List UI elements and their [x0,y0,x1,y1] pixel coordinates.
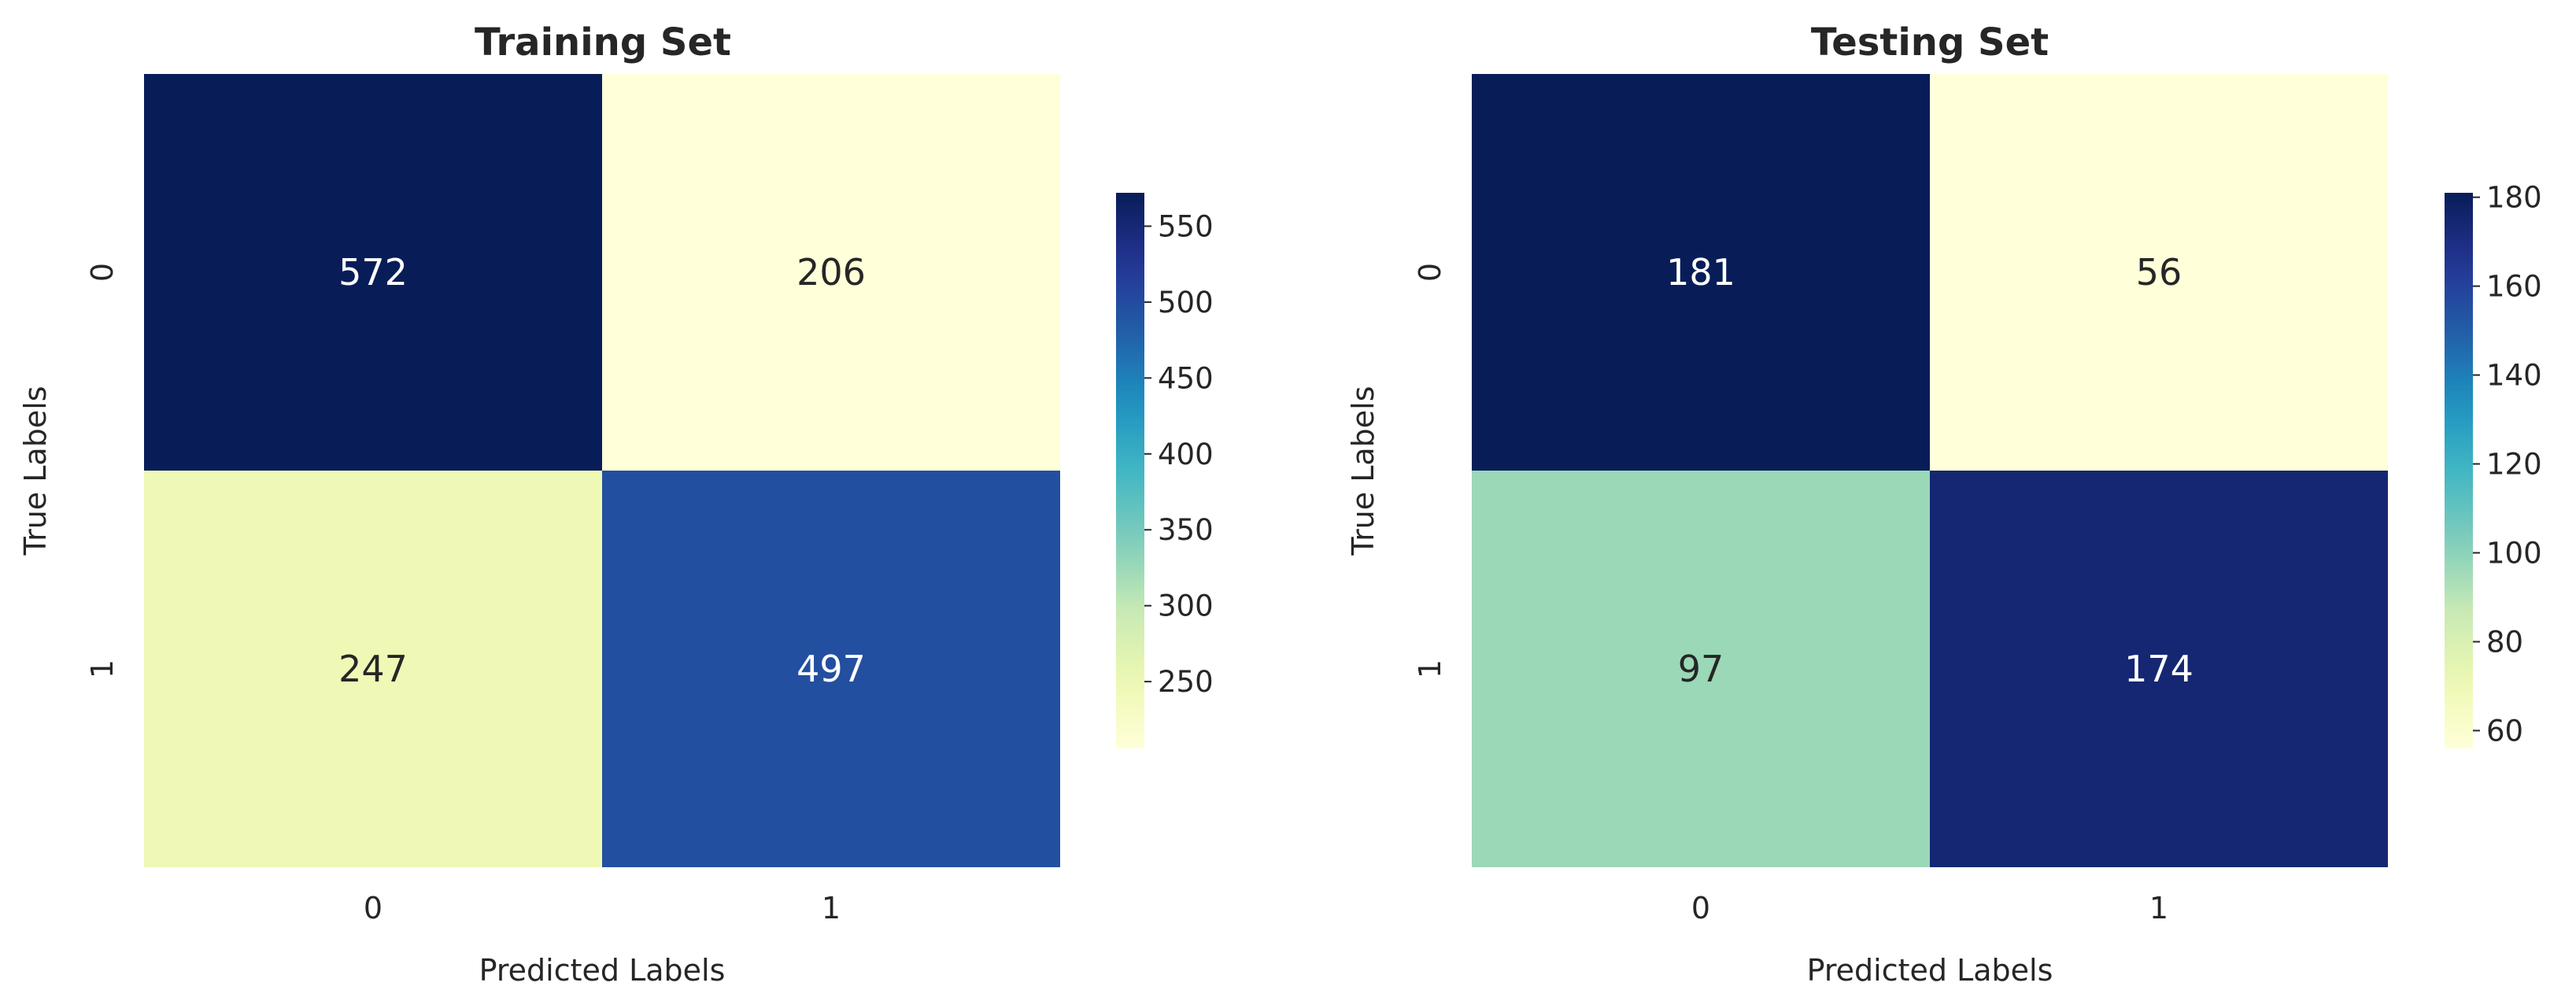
colorbar-tick-label: 180 [2486,181,2542,215]
colorbar-tick-label: 300 [1158,589,1214,623]
colorbar [2445,193,2473,748]
colorbar [1116,193,1144,748]
x-tick-label: 1 [2149,891,2168,925]
testing-set-heatmap: 181 56 97 174 Testing Set 0 1 0 1 Predicted Label… [1346,20,2542,988]
colorbar-tick-label: 60 [2486,714,2523,748]
colorbar-tick-label: 400 [1158,438,1214,471]
y-tick-label: 0 [1413,263,1447,282]
heatmap-cell [1472,471,1930,867]
y-tick-label: 1 [1413,659,1447,678]
heatmap-cell [1930,74,2388,471]
heatmap-cell [602,471,1060,867]
heatmap-cell [1930,471,2388,867]
colorbar-tick-label: 450 [1158,361,1214,395]
cell-value-label: 247 [338,648,408,690]
colorbar-tick-label: 160 [2486,270,2542,304]
cell-value-label: 97 [1678,648,1724,690]
colorbar-tick-label: 80 [2486,625,2523,659]
x-axis-label: Predicted Labels [479,953,726,988]
cell-value-label: 181 [1666,251,1735,294]
cell-value-label: 174 [2124,648,2193,690]
heatmap-cell [144,471,602,867]
colorbar-tick-label: 350 [1158,513,1214,547]
heatmap-cell [1472,74,1930,471]
y-axis-label: True Labels [18,386,53,556]
colorbar-tick-label: 250 [1158,665,1214,699]
colorbar-tick-label: 140 [2486,359,2542,393]
cell-value-label: 56 [2136,251,2182,294]
heatmap-cell [602,74,1060,471]
x-axis-label: Predicted Labels [1807,953,2053,988]
y-tick-label: 1 [85,659,120,678]
cell-value-label: 497 [796,648,866,690]
y-tick-label: 0 [85,263,120,282]
chart-title: Training Set [475,20,731,65]
x-tick-label: 1 [822,891,841,925]
colorbar-tick-label: 550 [1158,209,1214,243]
y-axis-label: True Labels [1346,386,1380,556]
chart-title: Testing Set [1811,20,2049,65]
colorbar-tick-label: 500 [1158,286,1214,320]
cell-value-label: 206 [796,251,866,294]
heatmap-cell [144,74,602,471]
training-set-heatmap: 572 206 247 497 Training Set 0 1 0 1 Predicted La… [18,20,1214,988]
x-tick-label: 0 [364,891,383,925]
x-tick-label: 0 [1691,891,1710,925]
cell-value-label: 572 [338,251,408,294]
colorbar-tick-label: 120 [2486,448,2542,482]
colorbar-tick-label: 100 [2486,536,2542,570]
